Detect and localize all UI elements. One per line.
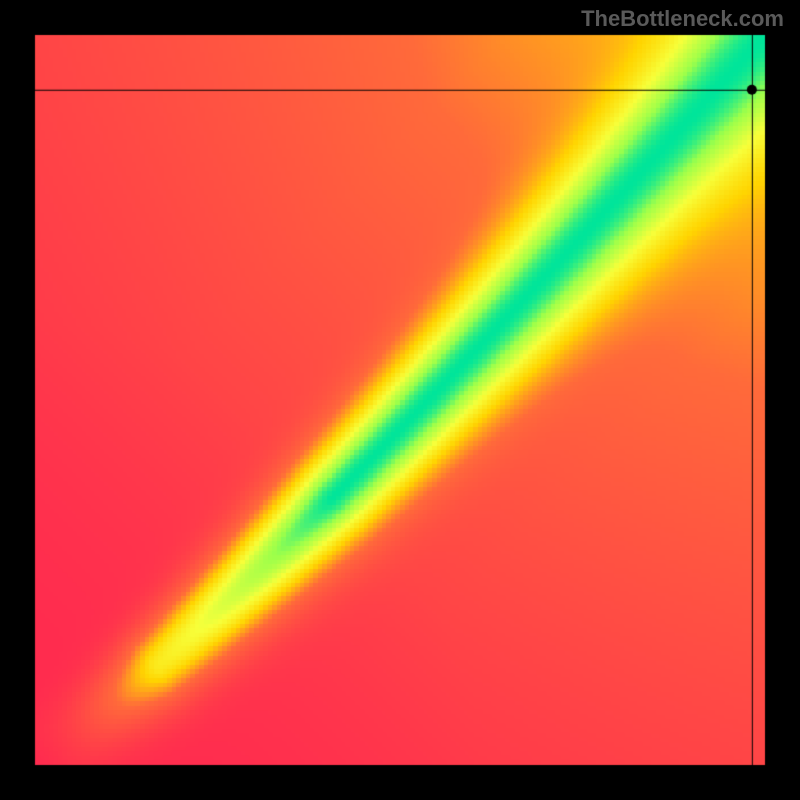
chart-container: { "watermark": { "text": "TheBottleneck.… bbox=[0, 0, 800, 800]
bottleneck-heatmap bbox=[0, 0, 800, 800]
watermark-text: TheBottleneck.com bbox=[581, 6, 784, 32]
